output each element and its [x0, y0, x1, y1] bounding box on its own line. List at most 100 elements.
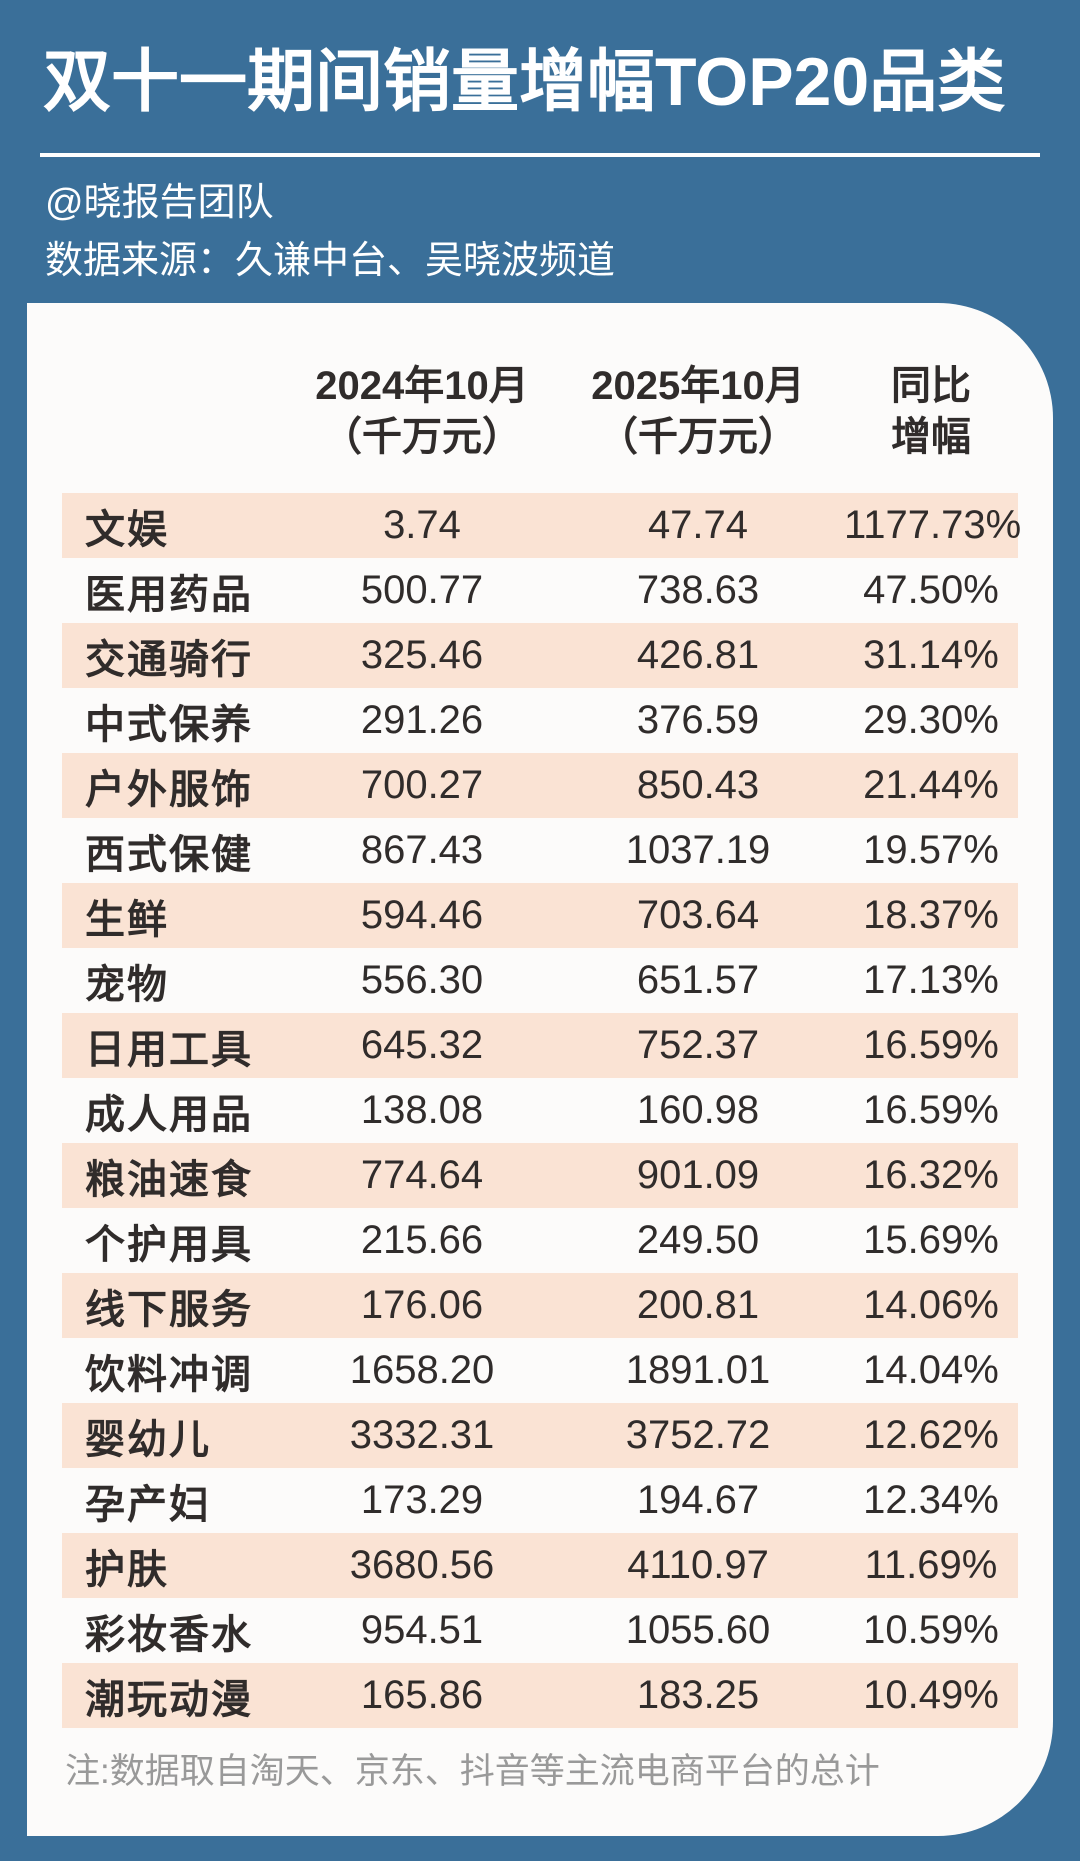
table-row: 宠物 556.30 651.57 17.13% — [62, 948, 1018, 1013]
table-row: 彩妆香水 954.51 1055.60 10.59% — [62, 1598, 1018, 1663]
row-value-2025: 901.09 — [636, 1153, 760, 1197]
row-category: 彩妆香水 — [85, 1612, 253, 1657]
row-growth: 14.04% — [863, 1348, 999, 1392]
row-value-2024: 645.32 — [360, 1023, 484, 1067]
row-growth: 47.50% — [863, 568, 999, 612]
row-value-2024: 325.46 — [360, 633, 484, 677]
row-growth: 10.59% — [863, 1608, 999, 1652]
table-row: 线下服务 176.06 200.81 14.06% — [62, 1273, 1018, 1338]
row-value-2025: 3752.72 — [625, 1413, 771, 1457]
row-growth: 18.37% — [863, 893, 999, 937]
table-row: 文娱 3.74 47.74 1177.73% — [62, 493, 1021, 558]
row-value-2025: 426.81 — [636, 633, 760, 677]
row-value-2024: 774.64 — [360, 1153, 484, 1197]
row-growth: 15.69% — [863, 1218, 999, 1262]
table-card: 2024年10月 （千万元） 2025年10月 （千万元） 同比 增幅 文娱 3… — [27, 303, 1053, 1836]
header-col-2024-line1: 2024年10月 — [315, 364, 529, 408]
row-category: 粮油速食 — [85, 1157, 253, 1202]
row-value-2025: 160.98 — [636, 1088, 760, 1132]
header-col-2024-line2: （千万元） — [322, 415, 522, 459]
row-growth: 12.62% — [863, 1413, 999, 1457]
row-value-2024: 215.66 — [360, 1218, 484, 1262]
row-value-2025: 4110.97 — [627, 1543, 769, 1587]
row-category: 护肤 — [85, 1547, 169, 1592]
row-value-2025: 200.81 — [636, 1283, 760, 1327]
row-value-2025: 651.57 — [636, 958, 760, 1002]
table-row: 成人用品 138.08 160.98 16.59% — [62, 1078, 1018, 1143]
header-col-2025-line2: （千万元） — [598, 415, 798, 459]
row-value-2025: 183.25 — [636, 1673, 760, 1717]
footnote: 注:数据取自淘天、京东、抖音等主流电商平台的总计 — [65, 1752, 880, 1791]
row-growth: 31.14% — [863, 633, 999, 677]
row-value-2025: 1891.01 — [625, 1348, 771, 1392]
data-source: 数据来源：久谦中台、吴晓波频道 — [45, 240, 616, 282]
table-row: 护肤 3680.56 4110.97 11.69% — [62, 1533, 1018, 1598]
table-row: 日用工具 645.32 752.37 16.59% — [62, 1013, 1018, 1078]
row-value-2024: 173.29 — [360, 1478, 484, 1522]
author-byline: @晓报告团队 — [45, 182, 274, 224]
table-row: 户外服饰 700.27 850.43 21.44% — [62, 753, 1018, 818]
header-col-growth-line1: 同比 — [891, 364, 971, 408]
row-category: 医用药品 — [85, 572, 253, 617]
row-value-2024: 176.06 — [360, 1283, 484, 1327]
row-growth: 16.59% — [863, 1023, 999, 1067]
title-divider — [40, 153, 1040, 157]
row-value-2024: 291.26 — [360, 698, 484, 742]
row-category: 户外服饰 — [85, 767, 253, 812]
row-category: 宠物 — [85, 962, 169, 1007]
row-category: 婴幼儿 — [85, 1417, 211, 1462]
table-row: 饮料冲调 1658.20 1891.01 14.04% — [62, 1338, 1018, 1403]
row-growth: 12.34% — [863, 1478, 999, 1522]
row-category: 中式保养 — [85, 702, 253, 747]
row-value-2024: 138.08 — [360, 1088, 484, 1132]
row-category: 成人用品 — [85, 1092, 253, 1137]
row-category: 文娱 — [85, 507, 169, 552]
header-col-2024: 2024年10月 （千万元） — [292, 361, 552, 463]
row-category: 交通骑行 — [85, 637, 253, 682]
row-growth: 16.32% — [863, 1153, 999, 1197]
page-title: 双十一期间销量增幅TOP20品类 — [43, 44, 1006, 120]
table-body: 文娱 3.74 47.74 1177.73% 医用药品 500.77 738.6… — [62, 493, 1021, 1728]
row-value-2025: 376.59 — [636, 698, 760, 742]
table-row: 中式保养 291.26 376.59 29.30% — [62, 688, 1018, 753]
row-value-2025: 738.63 — [636, 568, 760, 612]
header-col-growth: 同比 增幅 — [844, 361, 1018, 463]
row-category: 西式保健 — [85, 832, 253, 877]
table-row: 潮玩动漫 165.86 183.25 10.49% — [62, 1663, 1018, 1728]
row-growth: 19.57% — [863, 828, 999, 872]
row-value-2025: 194.67 — [636, 1478, 760, 1522]
row-value-2024: 954.51 — [360, 1608, 484, 1652]
table-row: 孕产妇 173.29 194.67 12.34% — [62, 1468, 1018, 1533]
row-value-2025: 703.64 — [636, 893, 760, 937]
row-value-2024: 3680.56 — [349, 1543, 495, 1587]
row-category: 线下服务 — [85, 1287, 253, 1332]
row-category: 孕产妇 — [85, 1482, 211, 1527]
row-category: 饮料冲调 — [85, 1352, 253, 1397]
header-col-growth-line2: 增幅 — [891, 415, 971, 459]
row-value-2025: 1055.60 — [625, 1608, 771, 1652]
table-row: 生鲜 594.46 703.64 18.37% — [62, 883, 1018, 948]
row-growth: 29.30% — [863, 698, 999, 742]
row-growth: 21.44% — [863, 763, 999, 807]
row-value-2024: 1658.20 — [349, 1348, 495, 1392]
row-growth: 10.49% — [863, 1673, 999, 1717]
row-value-2025: 1037.19 — [625, 828, 771, 872]
row-value-2024: 556.30 — [360, 958, 484, 1002]
table-row: 粮油速食 774.64 901.09 16.32% — [62, 1143, 1018, 1208]
header-col-2025: 2025年10月 （千万元） — [552, 361, 844, 463]
row-value-2024: 3.74 — [383, 503, 461, 547]
row-category: 日用工具 — [85, 1027, 253, 1072]
row-value-2024: 867.43 — [360, 828, 484, 872]
row-value-2025: 47.74 — [647, 503, 749, 547]
row-growth: 14.06% — [863, 1283, 999, 1327]
table-row: 医用药品 500.77 738.63 47.50% — [62, 558, 1018, 623]
row-value-2024: 165.86 — [360, 1673, 484, 1717]
row-category: 个护用具 — [85, 1222, 253, 1267]
row-value-2024: 594.46 — [360, 893, 484, 937]
row-category: 生鲜 — [85, 897, 169, 942]
row-value-2025: 850.43 — [636, 763, 760, 807]
row-growth: 11.69% — [864, 1543, 998, 1587]
row-value-2024: 3332.31 — [349, 1413, 495, 1457]
table-row: 婴幼儿 3332.31 3752.72 12.62% — [62, 1403, 1018, 1468]
